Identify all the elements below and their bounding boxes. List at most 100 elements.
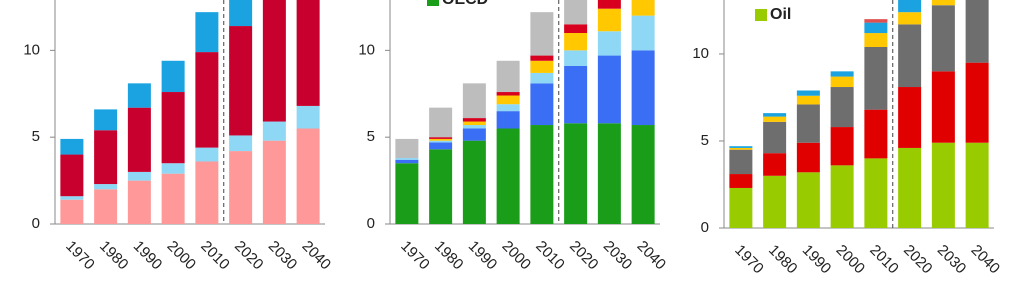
bar-segment <box>262 140 286 224</box>
bar-segment <box>931 0 955 6</box>
x-tick-label: 2020 <box>566 238 602 274</box>
bar-segment <box>462 140 486 224</box>
bar-segment <box>729 146 753 148</box>
x-tick-label: 2000 <box>498 238 534 274</box>
x-tick-label: 1970 <box>62 238 98 274</box>
bar-segment <box>864 158 888 228</box>
legend-swatch <box>755 9 767 21</box>
bar-segment <box>564 24 588 33</box>
x-tick-label: 2040 <box>633 238 669 274</box>
bar-segment <box>631 125 655 224</box>
bar-segment <box>462 125 486 129</box>
bar-segment <box>127 171 151 181</box>
bar-segment <box>127 83 151 108</box>
bar-segment <box>564 123 588 224</box>
bar-segment <box>898 0 922 13</box>
x-tick-label: 1970 <box>731 242 767 278</box>
bar-segment <box>462 83 486 119</box>
bar-segment <box>796 90 820 96</box>
bar-segment <box>195 52 219 148</box>
x-tick-label: 1990 <box>799 242 835 278</box>
bar-segment <box>763 153 787 176</box>
bar-segment <box>429 138 453 141</box>
bar-segment <box>395 138 419 159</box>
bar-segment <box>931 71 955 143</box>
bar-segment <box>631 15 655 51</box>
bar-segment <box>864 109 888 159</box>
bar-segment <box>729 187 753 228</box>
bar-segment <box>229 151 253 224</box>
legend-swatch <box>427 0 439 6</box>
y-tick-label: 5 <box>701 132 709 149</box>
bar-segment <box>530 83 554 126</box>
bar-segment <box>864 33 888 47</box>
bar-segment <box>161 163 185 174</box>
bar-segment <box>229 135 253 152</box>
bar-segment <box>530 125 554 224</box>
legend-label: OECD <box>442 0 488 8</box>
y-tick-label: 0 <box>367 215 375 232</box>
bar-segment <box>429 149 453 224</box>
bar-segment <box>229 26 253 136</box>
x-tick-label: 2010 <box>866 242 902 278</box>
bar-segment <box>127 107 151 172</box>
bar-segment <box>462 128 486 141</box>
x-tick-label: 2020 <box>231 238 267 274</box>
bars <box>729 0 989 228</box>
x-tick-label: 2040 <box>298 238 334 274</box>
bar-segment <box>898 87 922 148</box>
bar-segment <box>864 19 888 23</box>
y-tick-label: 5 <box>32 128 40 145</box>
bar-segment <box>631 0 655 16</box>
bar-segment <box>597 123 621 224</box>
x-tick-label: 1980 <box>765 242 801 278</box>
bar-segment <box>864 22 888 34</box>
bar-segment <box>296 105 320 129</box>
y-tick-label: 10 <box>23 41 40 58</box>
x-tick-label: 2000 <box>163 238 199 274</box>
bar-segment <box>830 76 854 88</box>
bar-segment <box>530 60 554 73</box>
bar-segment <box>763 113 787 117</box>
x-tick-label: 1970 <box>397 238 433 274</box>
bar-segment <box>161 173 185 224</box>
x-tick-label: 2040 <box>967 242 1003 278</box>
bar-segment <box>763 116 787 122</box>
bar-segment <box>931 5 955 72</box>
bar-segment <box>564 50 588 66</box>
bar-segment <box>729 147 753 150</box>
bar-segment <box>631 50 655 126</box>
bar-segment <box>796 172 820 228</box>
bar-segment <box>60 199 84 224</box>
bar-segment <box>395 159 419 164</box>
bar-segment <box>564 0 588 25</box>
bar-segment <box>864 46 888 110</box>
y-tick-label: 5 <box>367 128 375 145</box>
bar-segment <box>898 147 922 228</box>
x-tick-label: 2000 <box>832 242 868 278</box>
bar-segment <box>429 140 453 143</box>
x-tick-label: 2030 <box>265 238 301 274</box>
bar-segment <box>830 87 854 128</box>
bar-segment <box>729 149 753 175</box>
bar-segment <box>597 8 621 32</box>
bar-segment <box>597 31 621 56</box>
bar-segment <box>161 60 185 93</box>
bar-segment <box>496 92 520 96</box>
bar-segment <box>296 128 320 224</box>
bar-segment <box>496 60 520 93</box>
bar-segment <box>262 121 286 141</box>
bar-segment <box>763 121 787 154</box>
bar-segment <box>564 32 588 51</box>
x-tick-label: 1990 <box>130 238 166 274</box>
bar-segment <box>564 65 588 124</box>
x-tick-label: 2030 <box>934 242 970 278</box>
bar-segment <box>229 0 253 27</box>
x-tick-label: 2020 <box>900 242 936 278</box>
bar-segment <box>161 92 185 164</box>
